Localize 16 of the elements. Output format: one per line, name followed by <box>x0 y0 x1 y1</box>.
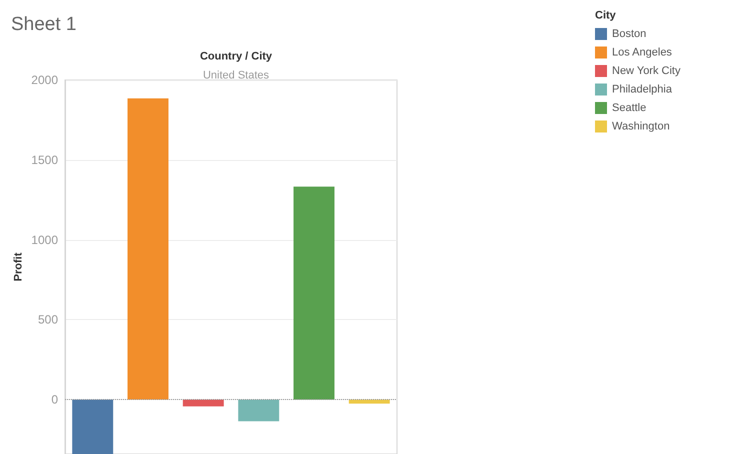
legend-label: Boston <box>612 28 646 40</box>
legend-title: City <box>595 10 617 22</box>
y-tick-label: 1500 <box>31 152 58 167</box>
y-tick-label: 1000 <box>31 232 58 247</box>
y-tick-label: 0 <box>51 392 58 407</box>
x-axis-title: Country / City <box>200 50 273 62</box>
y-tick-label: 2000 <box>31 73 58 87</box>
y-axis-title: Profit <box>12 252 24 282</box>
y-tick-label: 500 <box>38 312 58 327</box>
legend-label: New York City <box>612 65 681 77</box>
chart-title: Sheet 1 <box>11 14 76 35</box>
legend-label: Seattle <box>612 102 646 114</box>
legend-label: Los Angeles <box>612 46 672 58</box>
legend-label: Washington <box>612 120 670 132</box>
annotation: United States <box>202 70 270 82</box>
legend-label: Philadelphia <box>612 84 673 96</box>
